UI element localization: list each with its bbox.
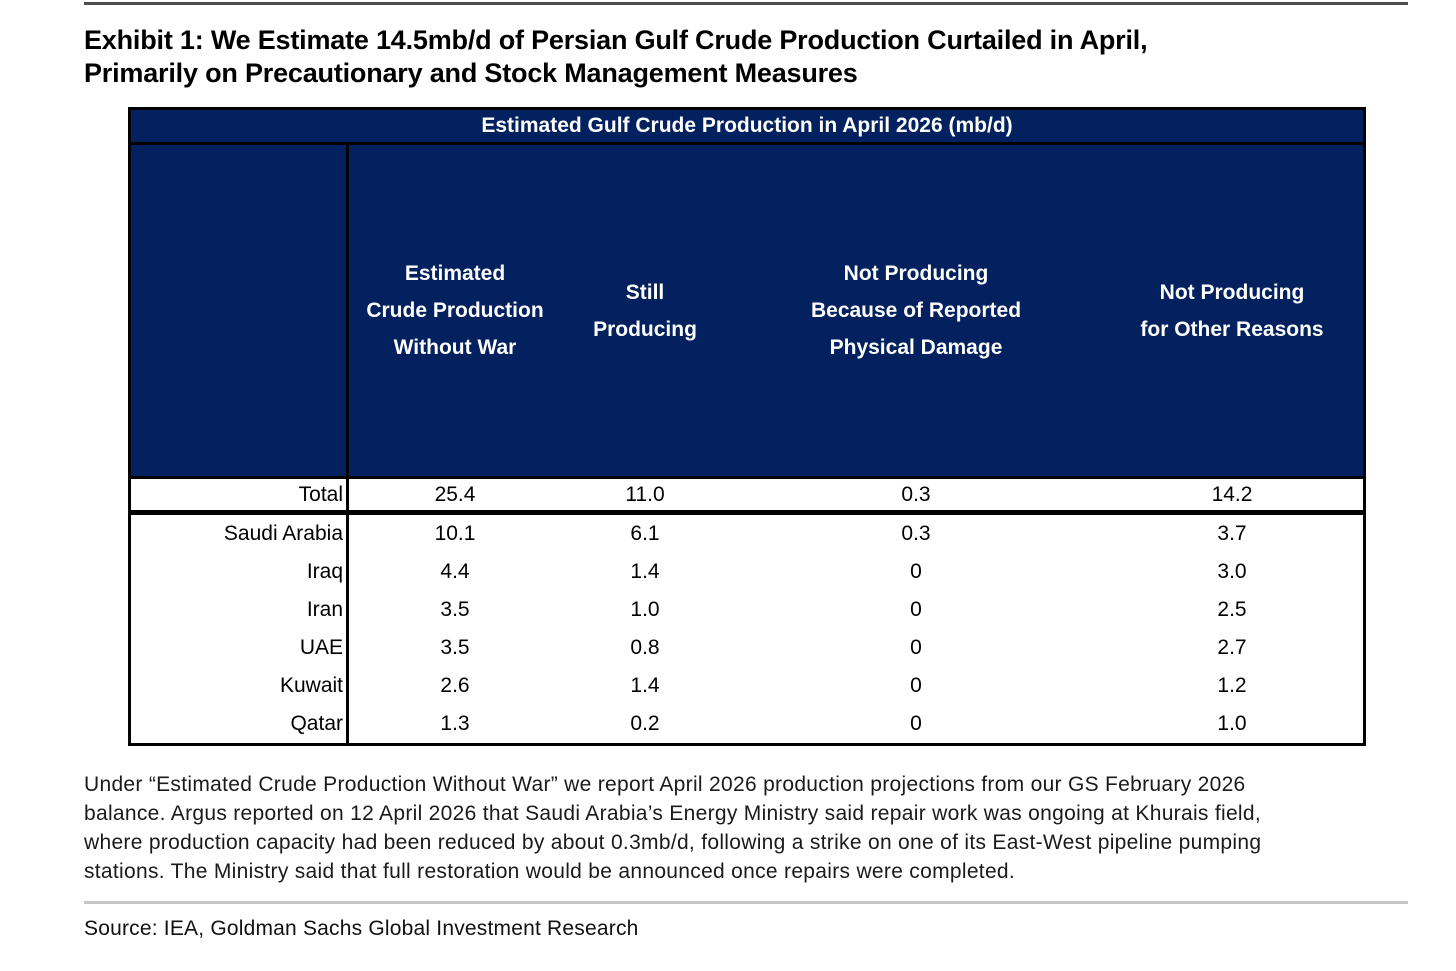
exhibit-title: Exhibit 1: We Estimate 14.5mb/d of Persi…	[84, 24, 1408, 90]
cell-value: 1.0	[630, 598, 660, 621]
cell-value: 1.3	[440, 712, 470, 735]
cell-value: 2.7	[1217, 636, 1247, 659]
header-line: Because of Reported	[810, 299, 1022, 322]
cell-value: 0	[910, 598, 922, 621]
column-header-other-reasons: Not Producing for Other Reasons	[1103, 145, 1361, 476]
cell-value: 3.0	[1217, 560, 1247, 583]
column-header-physical-damage: Not Producing Because of Reported Physic…	[729, 145, 1103, 476]
source-divider-rule	[84, 901, 1408, 904]
cell-value: 6.1	[630, 522, 660, 545]
footnote-line: where production capacity had been reduc…	[84, 831, 1262, 854]
cell-value: 11.0	[625, 482, 665, 506]
header-line: for Other Reasons	[1140, 317, 1324, 341]
header-line: Estimated	[404, 262, 506, 285]
page-content: Exhibit 1: We Estimate 14.5mb/d of Persi…	[84, 0, 1408, 941]
cell-value: 1.4	[630, 674, 660, 697]
cell-value: 3.5	[440, 636, 470, 659]
row-label: UAE	[131, 629, 349, 667]
top-divider-rule	[84, 2, 1408, 5]
table-title-band: Estimated Gulf Crude Production in April…	[131, 110, 1363, 145]
cell-value: 0	[910, 560, 922, 583]
cell-value: 2.5	[1217, 598, 1247, 621]
table-row-uae: UAE 3.5 0.8 0 2.7	[131, 629, 1363, 667]
cell-value: 0.3	[901, 522, 931, 545]
cell-value: 0	[910, 636, 922, 659]
cell-value: 14.2	[1211, 482, 1253, 506]
cell-value: 25.4	[434, 482, 476, 506]
table-row-iraq: Iraq 4.4 1.4 0 3.0	[131, 553, 1363, 591]
cell-value: 0.3	[901, 482, 931, 506]
table-row-qatar: Qatar 1.3 0.2 0 1.0	[131, 705, 1363, 743]
row-label: Iraq	[131, 553, 349, 591]
cell-value: 1.2	[1217, 674, 1247, 697]
row-label: Kuwait	[131, 667, 349, 705]
table-row-saudi-arabia: Saudi Arabia 10.1 6.1 0.3 3.7	[131, 515, 1363, 553]
header-line: Not Producing	[843, 262, 989, 285]
cell-value: 0.8	[630, 636, 660, 659]
exhibit-title-line1: Exhibit 1: We Estimate 14.5mb/d of Persi…	[84, 25, 1148, 55]
header-line: Still	[625, 280, 665, 304]
footnote-line: balance. Argus reported on 12 April 2026…	[84, 802, 1261, 825]
cell-value: 1.4	[630, 560, 660, 583]
table-row-total: Total 25.4 11.0 0.3 14.2	[131, 479, 1363, 515]
source-line: Source: IEA, Goldman Sachs Global Invest…	[84, 917, 639, 940]
column-header-without-war: Estimated Crude Production Without War	[349, 145, 561, 476]
header-line: Without War	[393, 336, 517, 359]
cell-value: 1.0	[1217, 712, 1247, 735]
cell-value: 3.7	[1217, 522, 1247, 545]
table-header-row: Estimated Crude Production Without War S…	[131, 145, 1363, 479]
header-line: Crude Production	[366, 299, 544, 322]
cell-value: 3.5	[440, 598, 470, 621]
cell-value: 0	[910, 712, 922, 735]
column-header-still-producing: Still Producing	[561, 145, 729, 476]
header-line: Physical Damage	[829, 336, 1003, 359]
footnote-line: Under “Estimated Crude Production Withou…	[84, 773, 1246, 796]
row-label: Qatar	[131, 705, 349, 743]
table-row-iran: Iran 3.5 1.0 0 2.5	[131, 591, 1363, 629]
table-row-kuwait: Kuwait 2.6 1.4 0 1.2	[131, 667, 1363, 705]
row-label: Saudi Arabia	[131, 515, 349, 553]
cell-value: 0	[910, 674, 922, 697]
header-empty-corner-cell	[131, 145, 349, 476]
exhibit-title-line2: Primarily on Precautionary and Stock Man…	[84, 58, 858, 88]
production-table: Estimated Gulf Crude Production in April…	[128, 107, 1366, 746]
header-line: Producing	[593, 317, 697, 341]
row-label: Iran	[131, 591, 349, 629]
cell-value: 10.1	[434, 522, 476, 545]
footnote-line: stations. The Ministry said that full re…	[84, 860, 1016, 883]
header-line: Not Producing	[1159, 280, 1305, 304]
footnote: Under “Estimated Crude Production Withou…	[84, 770, 1408, 886]
cell-value: 4.4	[440, 560, 470, 583]
cell-value: 2.6	[440, 674, 470, 697]
row-label: Total	[131, 479, 349, 510]
cell-value: 0.2	[630, 712, 660, 735]
